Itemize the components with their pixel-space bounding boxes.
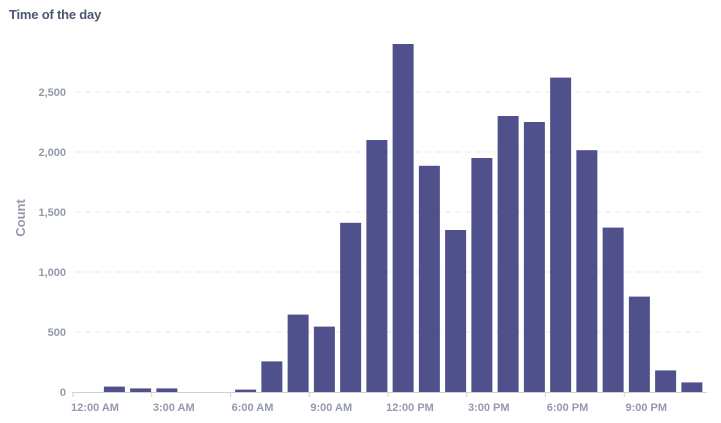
bar-hour-3[interactable] bbox=[156, 388, 178, 392]
bar-hour-18[interactable] bbox=[550, 77, 572, 392]
x-tick-label: 12:00 PM bbox=[386, 402, 434, 414]
bar-hour-6[interactable] bbox=[235, 389, 257, 392]
bar-hour-20[interactable] bbox=[602, 227, 624, 392]
grid-lines bbox=[75, 91, 705, 333]
x-tick-label: 9:00 AM bbox=[310, 402, 352, 414]
x-tick-label: 3:00 AM bbox=[153, 402, 195, 414]
axes: 0 500 1,000 1,500 2,000 2,500 12:00 AM 3:00 AM 6… bbox=[38, 87, 707, 414]
bar-hour-13[interactable] bbox=[418, 165, 440, 392]
bar-hour-12[interactable] bbox=[392, 44, 414, 392]
y-tick-label: 2,000 bbox=[38, 147, 66, 159]
y-tick-label: 2,500 bbox=[38, 87, 66, 99]
bar-hour-8[interactable] bbox=[287, 314, 309, 392]
x-tick-label: 6:00 AM bbox=[232, 402, 274, 414]
bar-hour-7[interactable] bbox=[261, 361, 283, 392]
x-tick-label: 9:00 PM bbox=[625, 402, 667, 414]
bar-hour-11[interactable] bbox=[366, 140, 388, 392]
y-tick-label: 500 bbox=[48, 327, 66, 339]
bar-hour-15[interactable] bbox=[471, 158, 493, 392]
bar-hour-10[interactable] bbox=[340, 222, 362, 392]
y-axis-title: Count bbox=[13, 199, 28, 237]
bar-hour-22[interactable] bbox=[655, 370, 677, 392]
bars[interactable] bbox=[103, 44, 703, 392]
bar-hour-9[interactable] bbox=[313, 326, 335, 392]
chart-title: Time of the day bbox=[9, 7, 102, 22]
bar-hour-16[interactable] bbox=[497, 116, 519, 392]
bar-hour-14[interactable] bbox=[445, 230, 467, 392]
bar-hour-23[interactable] bbox=[681, 382, 703, 392]
x-tick-label: 6:00 PM bbox=[547, 402, 589, 414]
bar-hour-2[interactable] bbox=[130, 388, 152, 392]
bar-hour-1[interactable] bbox=[103, 386, 125, 392]
y-tick-label: 1,500 bbox=[38, 207, 66, 219]
bar-hour-17[interactable] bbox=[523, 122, 545, 392]
y-tick-label: 1,000 bbox=[38, 267, 66, 279]
bar-hour-21[interactable] bbox=[628, 296, 650, 392]
bar-hour-19[interactable] bbox=[576, 150, 598, 392]
x-tick-label: 12:00 AM bbox=[71, 402, 119, 414]
y-tick-label: 0 bbox=[60, 387, 66, 399]
x-tick-label: 3:00 PM bbox=[468, 402, 510, 414]
